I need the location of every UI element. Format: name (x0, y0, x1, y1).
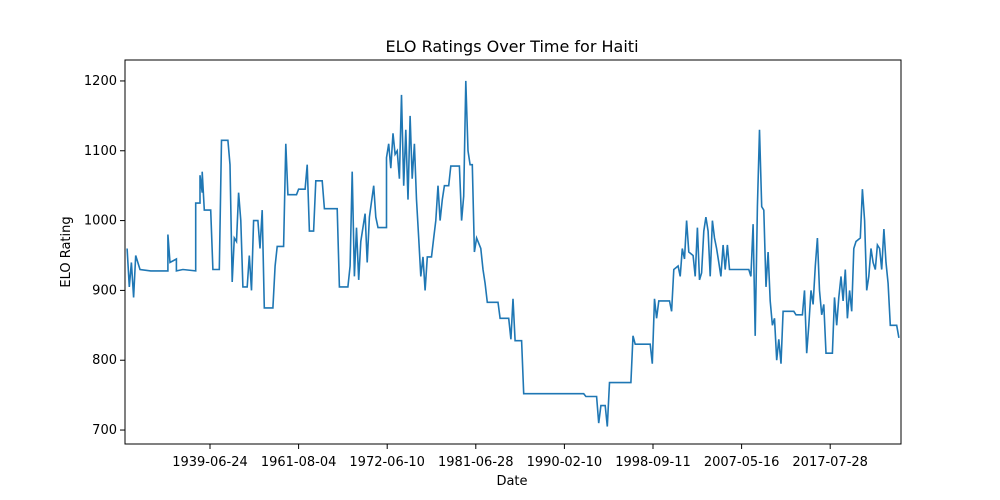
x-tick-label: 1998-09-11 (615, 455, 691, 470)
x-axis: 1939-06-24 1961-08-04 1972-06-10 1981-06-28… (172, 444, 868, 470)
x-tick-label: 1939-06-24 (172, 455, 248, 470)
y-axis-label: ELO Rating (59, 216, 74, 287)
y-tick-label: 1200 (84, 74, 117, 89)
y-tick-label: 800 (92, 353, 117, 368)
x-tick-label: 2007-05-16 (704, 455, 780, 470)
x-tick-label: 1961-08-04 (261, 455, 337, 470)
x-tick-label: 1990-02-10 (527, 455, 603, 470)
y-tick-label: 900 (92, 283, 117, 298)
chart-title: ELO Ratings Over Time for Haiti (385, 37, 638, 56)
y-tick-label: 1000 (84, 214, 117, 229)
y-tick-label: 1100 (84, 144, 117, 159)
y-tick-label: 700 (92, 423, 117, 438)
plot-area (126, 80, 900, 427)
y-axis: 700 800 900 1000 1100 1200 (84, 74, 125, 438)
x-tick-label: 1981-06-28 (438, 455, 514, 470)
x-tick-label: 1972-06-10 (349, 455, 425, 470)
x-tick-label: 2017-07-28 (792, 455, 868, 470)
series-line (126, 80, 900, 427)
plot-frame (124, 59, 902, 445)
x-axis-label: Date (496, 474, 527, 489)
